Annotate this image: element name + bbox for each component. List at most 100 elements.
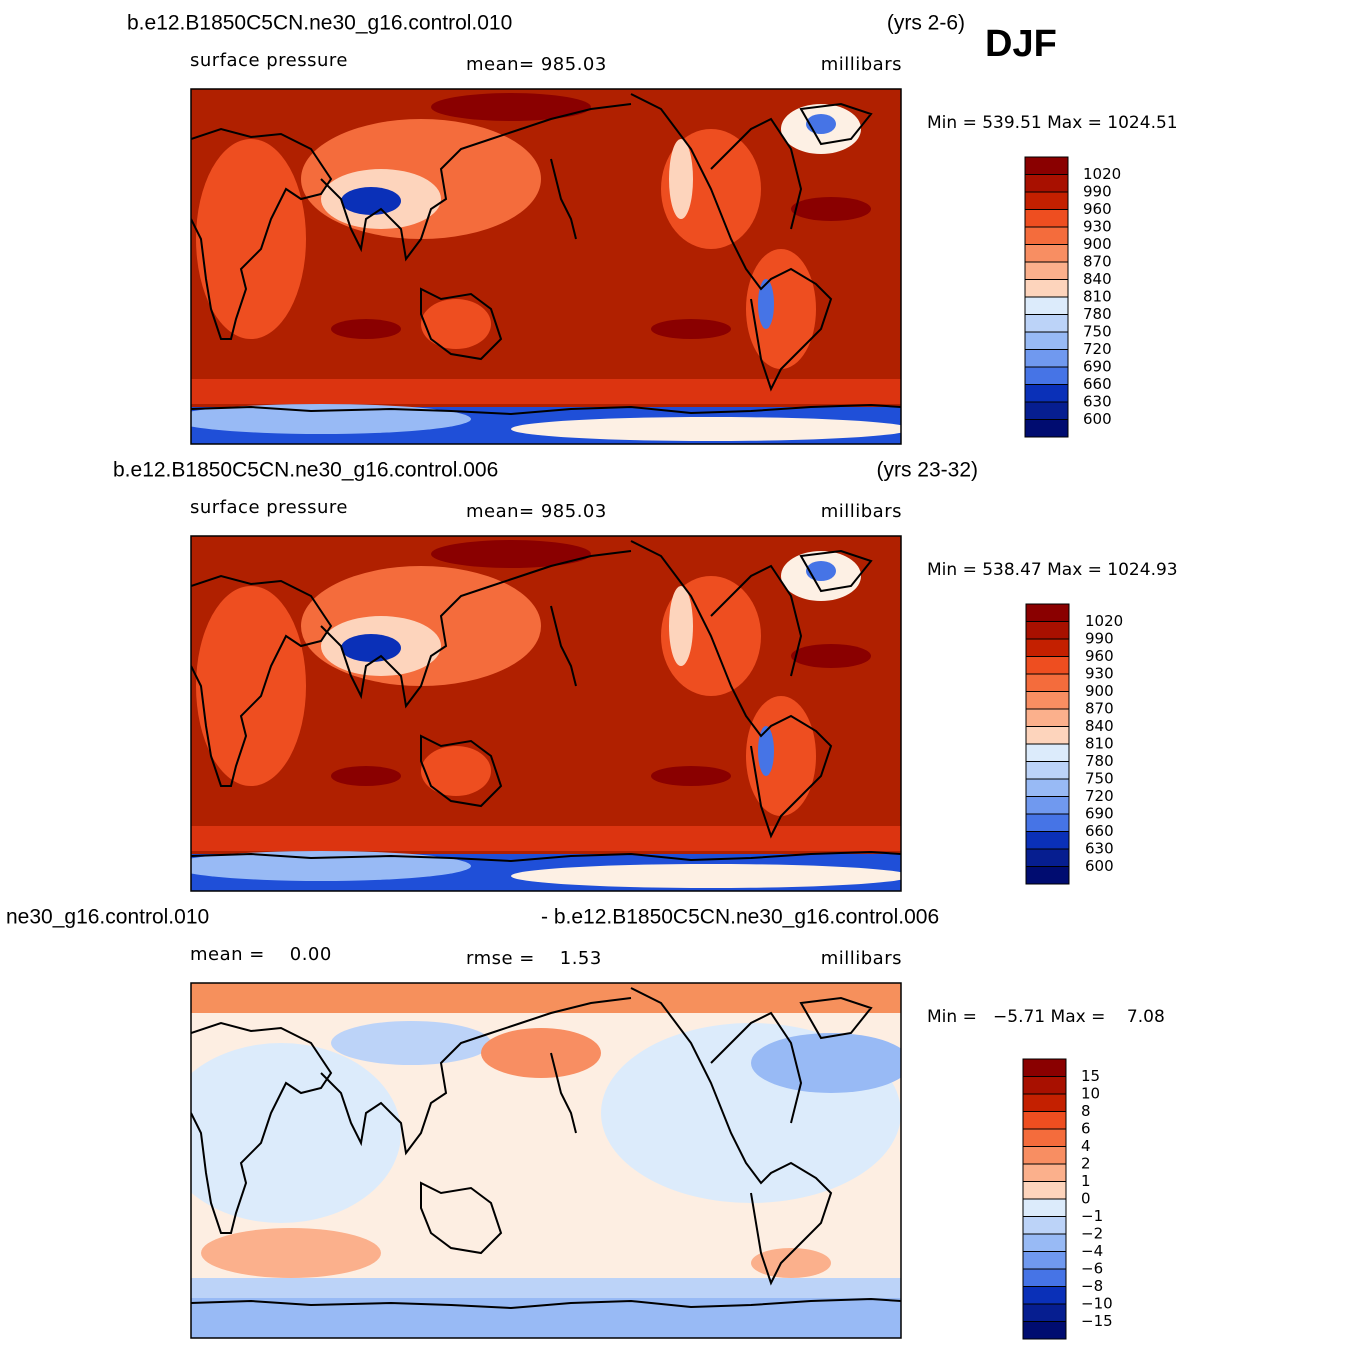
subtitle-left: surface pressure: [190, 50, 348, 71]
subtitle-right: millibars: [821, 54, 902, 75]
colorbar-box: [1022, 1321, 1067, 1340]
map-region: [751, 1248, 831, 1278]
colorbar-label: 840: [1085, 717, 1114, 735]
colorbar-box: [1024, 419, 1069, 438]
colorbar-label: 960: [1085, 647, 1114, 665]
colorbar-label: 8: [1081, 1102, 1091, 1120]
colorbar-box: [1022, 1286, 1067, 1305]
colorbar-box: [1024, 401, 1069, 420]
map-region: [651, 319, 731, 339]
colorbar-box: [1022, 1251, 1067, 1270]
colorbar-box: [1025, 691, 1070, 710]
colorbar-box: [1024, 209, 1069, 228]
map-region: [201, 1228, 381, 1278]
colorbar-box: [1024, 244, 1069, 263]
colorbar-box: [1025, 726, 1070, 745]
colorbar-label: −15: [1081, 1312, 1113, 1330]
map-region: [758, 726, 774, 776]
map-frame: [190, 982, 902, 1339]
min-max: Min = −5.71 Max = 7.08: [927, 1007, 1165, 1027]
map-region: [341, 634, 401, 662]
colorbar-box: [1025, 621, 1070, 640]
map-region: [481, 1028, 601, 1078]
map-region: [191, 983, 901, 1013]
map-region: [191, 1043, 401, 1223]
season-label: DJF: [985, 23, 1057, 65]
colorbar-label: 0: [1081, 1190, 1091, 1208]
colorbar-box: [1022, 1181, 1067, 1200]
colorbar-box: [1022, 1198, 1067, 1217]
coastline: [191, 540, 901, 863]
colorbar-label: 1020: [1083, 165, 1121, 183]
colorbar-box: [1024, 384, 1069, 403]
colorbar-box: [1024, 191, 1069, 210]
colorbar-box: [1024, 331, 1069, 350]
map-region: [751, 1033, 901, 1093]
colorbar-label: 960: [1083, 200, 1112, 218]
colorbar-label: −10: [1081, 1295, 1113, 1313]
colorbar-box: [1025, 831, 1070, 850]
colorbar-box: [1022, 1146, 1067, 1165]
map: [191, 89, 901, 444]
colorbar-label: 690: [1085, 805, 1114, 823]
colorbar-box: [1025, 708, 1070, 727]
panel-title-left: ne30_g16.control.010: [6, 906, 209, 929]
colorbar-label: −1: [1081, 1207, 1103, 1225]
colorbar-label: 720: [1085, 787, 1114, 805]
map-region: [669, 586, 693, 666]
map-region: [331, 319, 401, 339]
colorbar-label: −2: [1081, 1225, 1103, 1243]
colorbar-box: [1022, 1216, 1067, 1235]
map-region: [431, 540, 591, 568]
colorbar-label: 750: [1083, 323, 1112, 341]
map-region: [421, 746, 491, 796]
colorbar-label: 930: [1085, 665, 1114, 683]
colorbar-box: [1024, 174, 1069, 193]
colorbar-label: 6: [1081, 1120, 1091, 1138]
colorbar-box: [1025, 656, 1070, 675]
map-region: [791, 197, 871, 221]
colorbar-label: −8: [1081, 1277, 1103, 1295]
coastline: [191, 987, 901, 1310]
colorbar-box: [1022, 1093, 1067, 1112]
colorbar-label: 780: [1083, 305, 1112, 323]
map-frame: [190, 88, 902, 445]
colorbar-box: [1022, 1111, 1067, 1130]
colorbar-box: [1022, 1268, 1067, 1287]
colorbar-label: −4: [1081, 1242, 1103, 1260]
colorbar-label: 15: [1081, 1067, 1100, 1085]
colorbar-label: 1020: [1085, 612, 1123, 630]
colorbar-label: 660: [1085, 822, 1114, 840]
map-region: [669, 139, 693, 219]
map-region: [196, 586, 306, 786]
subtitle-left: surface pressure: [190, 497, 348, 518]
min-max: Min = 539.51 Max = 1024.51: [927, 113, 1178, 133]
colorbar-label: 600: [1083, 410, 1112, 428]
map-region: [191, 826, 901, 851]
colorbar-label: 900: [1085, 682, 1114, 700]
subtitle-center: mean= 985.03: [466, 501, 607, 522]
colorbar-box: [1022, 1128, 1067, 1147]
colorbar-box: [1025, 603, 1070, 622]
panel-title-right: (yrs 23-32): [876, 459, 978, 482]
colorbar-label: 990: [1083, 183, 1112, 201]
colorbar-box: [1025, 848, 1070, 867]
colorbar-box: [1025, 761, 1070, 780]
colorbar-label: 720: [1083, 340, 1112, 358]
colorbar-box: [1022, 1233, 1067, 1252]
colorbar-label: 810: [1083, 288, 1112, 306]
colorbar-label: 870: [1083, 253, 1112, 271]
colorbar-label: 990: [1085, 630, 1114, 648]
panel-title-left: b.e12.B1850C5CN.ne30_g16.control.006: [113, 459, 498, 482]
colorbar-box: [1025, 813, 1070, 832]
colorbar-label: 2: [1081, 1155, 1091, 1173]
colorbar-box: [1024, 261, 1069, 280]
subtitle-right: millibars: [821, 501, 902, 522]
map-region: [191, 404, 471, 434]
map-region: [421, 299, 491, 349]
map-frame: [190, 535, 902, 892]
panel-title-left: b.e12.B1850C5CN.ne30_g16.control.010: [127, 12, 512, 35]
colorbar-label: −6: [1081, 1260, 1103, 1278]
map-region: [758, 279, 774, 329]
colorbar-label: 690: [1083, 358, 1112, 376]
